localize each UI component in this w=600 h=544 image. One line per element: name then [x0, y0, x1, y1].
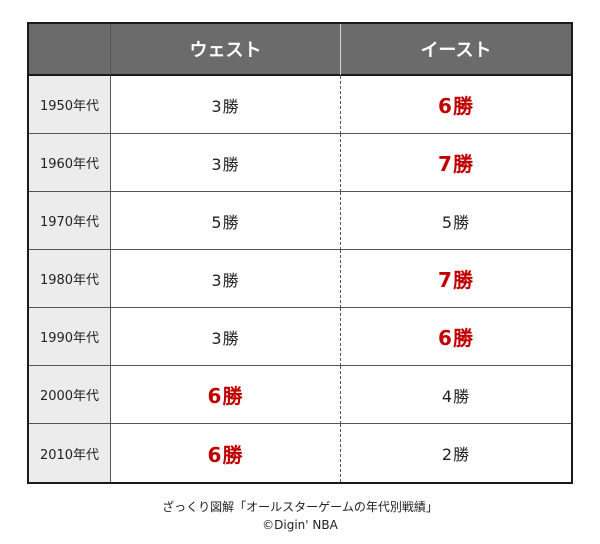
decade-label: 2000年代 [29, 366, 111, 424]
header-east: イースト [341, 24, 571, 76]
decade-label: 1950年代 [29, 76, 111, 134]
west-wins: 6勝 [111, 424, 341, 482]
east-wins: 6勝 [341, 308, 571, 366]
caption-credit: ©Digin' NBA [262, 518, 338, 532]
decade-label: 1990年代 [29, 308, 111, 366]
west-wins: 5勝 [111, 192, 341, 250]
results-table: ウェスト イースト 1950年代 3勝 6勝 1960年代 3勝 7勝 1970年代 5勝 5勝… [27, 22, 573, 484]
west-wins: 3勝 [111, 250, 341, 308]
header-corner [29, 24, 111, 76]
header-west: ウェスト [111, 24, 341, 76]
decade-label: 1970年代 [29, 192, 111, 250]
west-wins: 3勝 [111, 76, 341, 134]
decade-label: 1980年代 [29, 250, 111, 308]
west-wins: 3勝 [111, 134, 341, 192]
east-wins: 2勝 [441, 445, 471, 464]
decade-label: 1960年代 [29, 134, 111, 192]
east-wins: 5勝 [341, 192, 571, 250]
east-wins: 4勝 [341, 366, 571, 424]
decade-label: 2010年代 [29, 424, 111, 482]
east-wins: 6勝 [341, 76, 571, 134]
caption-title: ざっくり図解「オールスターゲームの年代別戦績」 [162, 500, 438, 514]
east-wins: 7勝 [341, 250, 571, 308]
west-wins: 3勝 [111, 308, 341, 366]
west-wins: 6勝 [111, 366, 341, 424]
east-wins: 7勝 [341, 134, 571, 192]
